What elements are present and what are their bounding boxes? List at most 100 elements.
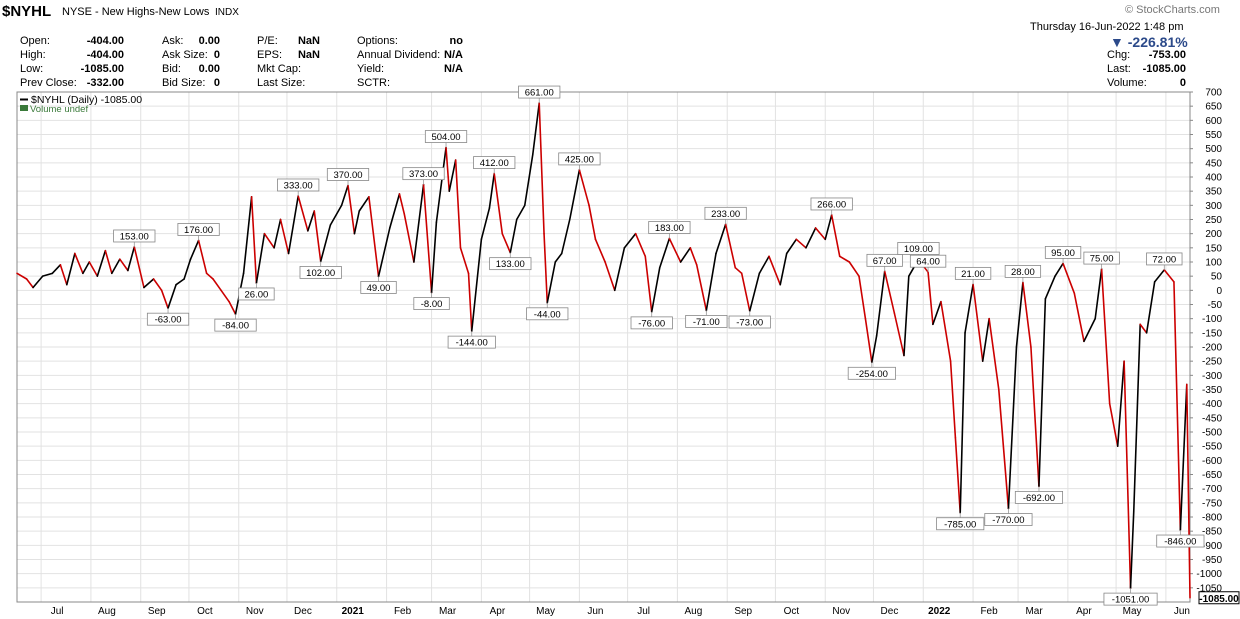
options-value: no (449, 35, 463, 47)
data-point (313, 210, 315, 212)
data-point (805, 247, 807, 249)
annotation-box (909, 254, 947, 268)
annotation-box (558, 152, 601, 166)
data-point (105, 250, 107, 252)
series-segment (588, 204, 597, 241)
data-point (183, 278, 185, 280)
x-tick-label: Jul (51, 606, 64, 617)
annotation-label: -44.00 (534, 309, 561, 320)
data-point (354, 233, 356, 235)
series-segment (403, 213, 415, 263)
options-label: Options: (357, 35, 398, 47)
annotation-label: -1051.00 (1112, 595, 1150, 606)
x-tick-label: Jun (1174, 606, 1190, 617)
series-segment (679, 247, 692, 263)
volume-legend-label: Volume undef (30, 104, 88, 115)
x-tick-label: Aug (685, 606, 703, 617)
annotation-box (728, 315, 771, 329)
y-tick-label: -900 (1202, 541, 1222, 552)
data-point (768, 256, 770, 258)
series-segment (560, 218, 571, 255)
series-segment (119, 258, 129, 272)
series-segment (748, 272, 761, 312)
y-tick-label: -400 (1202, 399, 1222, 410)
series-segment (1145, 281, 1156, 334)
annotation-label: 333.00 (284, 180, 313, 191)
data-point (680, 261, 682, 263)
y-tick-label: 450 (1205, 158, 1222, 169)
x-tick-label: Oct (197, 606, 213, 617)
data-point (779, 284, 781, 286)
data-point (89, 261, 91, 263)
y-tick-label: 0 (1216, 286, 1222, 297)
bid-value: 0.00 (198, 63, 220, 75)
series-segment (104, 249, 113, 275)
data-point (436, 222, 438, 224)
y-tick-label: -800 (1202, 513, 1222, 524)
eps-label: EPS: (257, 49, 283, 61)
data-point (389, 227, 391, 229)
series-segment (488, 172, 496, 209)
annotation-box (1083, 251, 1120, 265)
series-segment (658, 237, 671, 269)
series-segment (160, 289, 169, 309)
prev-close-value: -332.00 (86, 77, 124, 89)
series-segment (509, 218, 518, 254)
volume-value: 0 (1179, 77, 1186, 89)
annotation-box (685, 315, 728, 328)
annotation-box (866, 253, 903, 267)
data-point (1186, 384, 1188, 386)
data-point (908, 275, 910, 277)
datetime: Thursday 16-Jun-2022 1:48 pm (1030, 21, 1184, 33)
data-point (16, 273, 18, 275)
series-segment (814, 227, 827, 241)
data-point (734, 267, 736, 269)
annotation-label: 64.00 (916, 257, 940, 268)
annotation-label: 373.00 (409, 169, 438, 180)
pe-value: NaN (297, 35, 320, 47)
x-tick-label: Jun (587, 606, 603, 617)
annotation-box (424, 130, 468, 143)
series-segment (493, 172, 504, 235)
annotation-label: 233.00 (711, 209, 740, 220)
data-point (1139, 324, 1141, 326)
series-segment (133, 246, 145, 289)
data-point (66, 284, 68, 286)
data-point (689, 247, 691, 249)
annotation-label: 28.00 (1011, 267, 1035, 278)
y-tick-label: 700 (1205, 88, 1222, 99)
data-point (399, 193, 401, 195)
credit-text: © StockCharts.com (1125, 4, 1220, 16)
series-segment (724, 223, 737, 269)
annotation-box (1146, 252, 1183, 266)
series-segment (848, 261, 860, 277)
annotation-label: 67.00 (873, 256, 897, 267)
series-segment (997, 388, 1010, 510)
annotation-box (326, 168, 370, 181)
data-point (659, 267, 661, 269)
annotation-box (447, 335, 496, 349)
data-point (153, 278, 155, 280)
series-segment (175, 278, 185, 286)
data-point (175, 284, 177, 286)
series-segment (143, 278, 155, 289)
x-tick-label: Feb (394, 606, 412, 617)
annotation-label: 49.00 (367, 283, 391, 294)
series-segment (1073, 292, 1085, 343)
change-percent: ▼ -226.81% (1110, 34, 1188, 50)
data-point (307, 230, 309, 232)
series-segment (228, 300, 237, 315)
y-tick-label: -850 (1202, 527, 1222, 538)
data-point (839, 256, 841, 258)
series-segment (875, 270, 886, 337)
series-segment (279, 218, 290, 255)
annotation-box (277, 178, 320, 192)
data-point (595, 239, 597, 241)
series-segment (972, 283, 984, 362)
data-point (228, 301, 230, 303)
series-segment (1030, 346, 1040, 488)
y-tick-label: 500 (1205, 144, 1222, 155)
annotation-label: 133.00 (496, 259, 525, 270)
data-point (341, 205, 343, 207)
